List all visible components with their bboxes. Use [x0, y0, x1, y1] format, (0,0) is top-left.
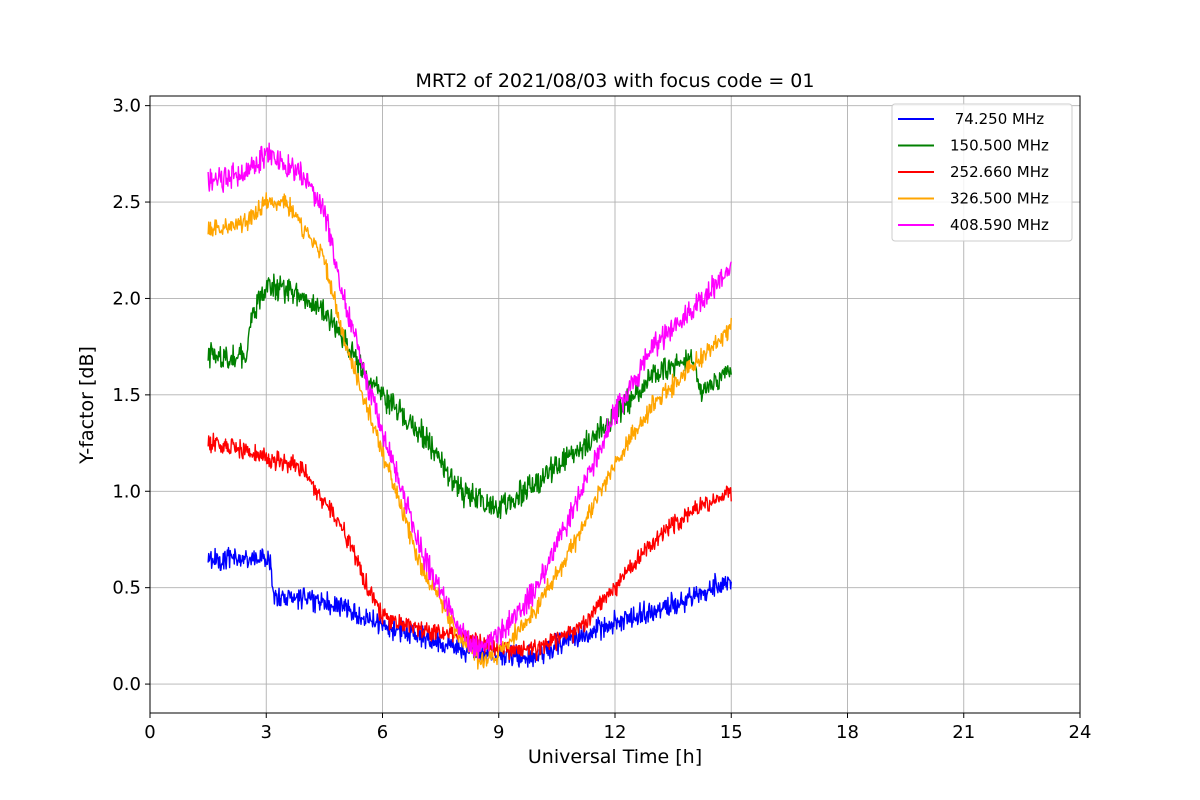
legend: 74.250 MHz 150.500 MHz 252.660 MHz 326.500 …: [891, 103, 1073, 242]
axis-ticks: 0 3 6 9 12 15 18 21 24 0.0 0.5 1.0 1.5 2.0 2.5 3.0: [112, 96, 1091, 743]
legend-box: [891, 103, 1073, 242]
y-tick-label: 0.0: [112, 674, 141, 695]
legend-label: 252.660 MHz: [950, 163, 1049, 181]
series-line: [207, 142, 732, 660]
x-tick-label: 24: [1069, 722, 1092, 743]
x-tick-label: 12: [604, 722, 627, 743]
y-axis-label: Y-factor [dB]: [76, 346, 98, 465]
y-tick-label: 1.0: [112, 481, 141, 502]
legend-label: 408.590 MHz: [950, 216, 1049, 234]
x-tick-label: 3: [261, 722, 272, 743]
x-axis-label: Universal Time [h]: [528, 746, 702, 768]
x-tick-label: 21: [952, 722, 975, 743]
x-tick-label: 9: [493, 722, 504, 743]
plot-series: [207, 142, 732, 670]
legend-label: 150.500 MHz: [950, 137, 1049, 155]
chart-title: MRT2 of 2021/08/03 with focus code = 01: [416, 70, 815, 92]
x-tick-label: 6: [377, 722, 388, 743]
y-tick-label: 2.0: [112, 288, 141, 309]
y-tick-label: 2.5: [112, 192, 141, 213]
series-line: [207, 273, 732, 520]
y-tick-label: 1.5: [112, 385, 141, 406]
x-tick-label: 0: [144, 722, 155, 743]
y-tick-label: 3.0: [112, 96, 141, 117]
x-tick-label: 18: [836, 722, 859, 743]
y-tick-label: 0.5: [112, 578, 141, 599]
x-tick-label: 15: [720, 722, 743, 743]
legend-label: 74.250 MHz: [950, 110, 1044, 128]
legend-label: 326.500 MHz: [950, 190, 1049, 208]
